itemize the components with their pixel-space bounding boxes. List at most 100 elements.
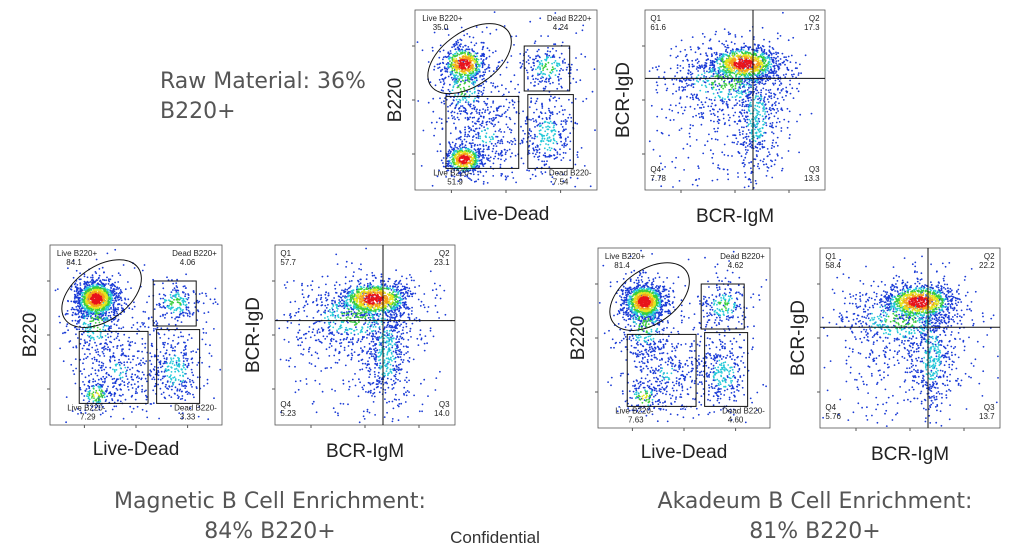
event-dot: [785, 90, 788, 93]
event-dot: [564, 121, 567, 123]
event-dot: [690, 93, 693, 95]
event-dot: [574, 121, 577, 124]
event-dot: [749, 96, 752, 99]
event-dot: [499, 128, 501, 131]
event-dot: [71, 306, 74, 309]
event-dot: [513, 74, 516, 77]
event-dot: [566, 120, 568, 122]
event-dot: [669, 119, 672, 122]
event-dot: [75, 290, 78, 293]
event-dot: [492, 100, 495, 103]
event-dot: [527, 59, 530, 61]
event-dot: [543, 147, 546, 150]
event-dot: [562, 128, 565, 131]
event-dot: [551, 71, 554, 73]
event-dot: [539, 17, 542, 20]
event-dot: [141, 350, 144, 353]
event-dot: [159, 387, 162, 390]
event-dot: [758, 106, 761, 108]
event-dot: [734, 66, 736, 69]
event-dot: [464, 109, 467, 112]
event-dot: [522, 162, 525, 165]
event-dot: [767, 72, 770, 74]
event-dot: [186, 339, 189, 341]
event-dot: [163, 344, 166, 346]
event-dot: [459, 88, 462, 90]
event-dot: [576, 154, 579, 156]
quadrant-value: 17.3: [804, 23, 820, 32]
event-dot: [789, 83, 791, 86]
event-dot: [772, 74, 775, 77]
event-dot: [141, 408, 144, 411]
event-dot: [457, 148, 459, 150]
event-dot: [529, 20, 532, 23]
event-dot: [161, 365, 164, 368]
event-dot: [111, 275, 114, 277]
event-dot: [690, 48, 692, 51]
event-dot: [75, 306, 78, 308]
event-dot: [781, 167, 784, 170]
event-dot: [714, 70, 717, 73]
event-dot: [483, 100, 486, 103]
event-dot: [444, 55, 447, 58]
event-dot: [481, 74, 483, 77]
event-dot: [766, 57, 769, 59]
event-dot: [721, 151, 724, 154]
event-dot: [513, 122, 516, 125]
event-dot: [551, 122, 554, 125]
event-dot: [569, 140, 572, 143]
event-dot: [755, 154, 758, 156]
event-dot: [737, 151, 740, 154]
event-dot: [725, 40, 728, 42]
event-dot: [112, 309, 115, 311]
event-dot: [696, 104, 699, 106]
event-dot: [502, 105, 505, 108]
event-dot: [435, 121, 438, 124]
event-dot: [746, 115, 749, 118]
event-dot: [557, 130, 560, 133]
event-dot: [746, 111, 749, 114]
event-dot: [671, 78, 674, 81]
event-dot: [488, 112, 490, 115]
event-dot: [783, 60, 785, 63]
event-dot: [479, 135, 482, 138]
event-dot: [73, 290, 76, 292]
event-dot: [658, 76, 660, 78]
event-dot: [706, 55, 709, 57]
event-dot: [679, 69, 682, 72]
event-dot: [476, 63, 479, 66]
event-dot: [531, 74, 534, 77]
event-dot: [463, 146, 466, 149]
event-dot: [460, 26, 463, 29]
event-dot: [748, 110, 751, 112]
event-dot: [82, 362, 84, 365]
event-dot: [461, 59, 463, 62]
event-dot: [501, 84, 503, 87]
event-dot: [144, 342, 147, 345]
event-dot: [663, 71, 666, 74]
event-dot: [93, 356, 96, 359]
event-dot: [482, 148, 485, 151]
event-dot: [519, 142, 522, 145]
event-dot: [143, 362, 146, 365]
event-dot: [500, 158, 502, 161]
event-dot: [95, 344, 98, 347]
event-dot: [117, 272, 120, 275]
event-dot: [797, 72, 800, 74]
event-dot: [691, 59, 694, 62]
event-dot: [742, 143, 745, 146]
event-dot: [547, 46, 549, 49]
event-dot: [434, 127, 436, 130]
event-dot: [746, 78, 748, 81]
event-dot: [510, 129, 513, 132]
event-dot: [93, 358, 96, 361]
event-dot: [749, 145, 752, 148]
event-dot: [770, 159, 772, 162]
event-dot: [729, 66, 731, 69]
event-dot: [122, 417, 125, 420]
event-dot: [686, 143, 689, 146]
event-dot: [508, 116, 511, 119]
event-dot: [480, 160, 483, 163]
event-dot: [735, 69, 738, 72]
event-dot: [787, 120, 790, 123]
